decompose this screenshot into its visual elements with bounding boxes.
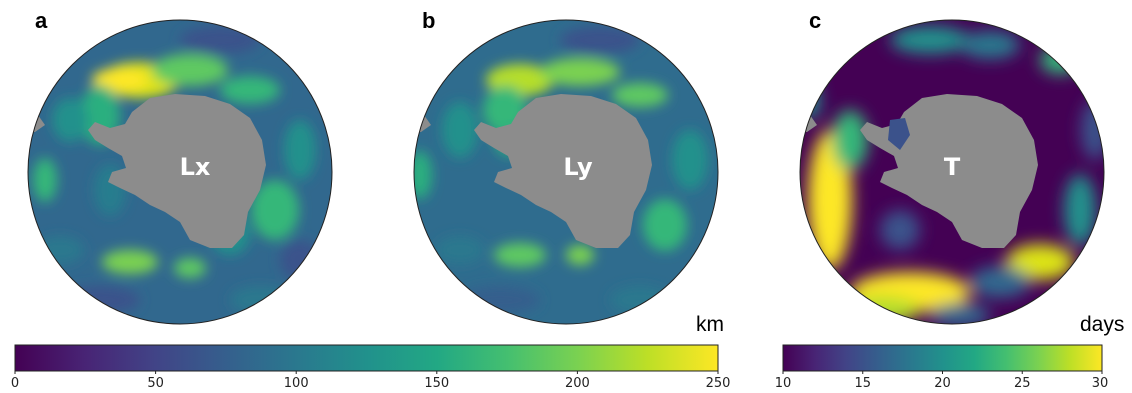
colorbar-days-tick: 20 — [934, 376, 951, 391]
colorbar-days-tick: 10 — [774, 376, 792, 391]
colorbar-unit-days: days — [1080, 313, 1125, 336]
colorbar-unit-km: km — [696, 313, 724, 336]
map-ly: Ly — [413, 19, 719, 325]
map-label-t: T — [944, 153, 961, 181]
colorbar-km-tick: 150 — [424, 376, 450, 391]
map-label-ly: Ly — [563, 153, 593, 181]
colorbar-days-tick: 25 — [1013, 376, 1031, 391]
colorbar-days — [782, 344, 1103, 374]
colorbar-days-tick: 15 — [854, 376, 872, 391]
colorbar-km-tick: 250 — [705, 376, 731, 391]
colorbar-km-tick: 0 — [10, 376, 20, 391]
panel-letter-c: c — [809, 8, 822, 33]
map-lx: Lx — [27, 19, 333, 325]
colorbar-days-tick: 30 — [1091, 376, 1109, 391]
panel-letter-b: b — [422, 8, 436, 33]
colorbar-km — [14, 344, 719, 374]
colorbar-km-tick: 200 — [564, 376, 590, 391]
map-label-lx: Lx — [180, 153, 211, 181]
map-t: T — [799, 19, 1105, 325]
panel-letter-a: a — [35, 8, 48, 33]
colorbar-km-tick: 100 — [283, 376, 309, 391]
colorbar-km-tick: 50 — [147, 376, 164, 391]
